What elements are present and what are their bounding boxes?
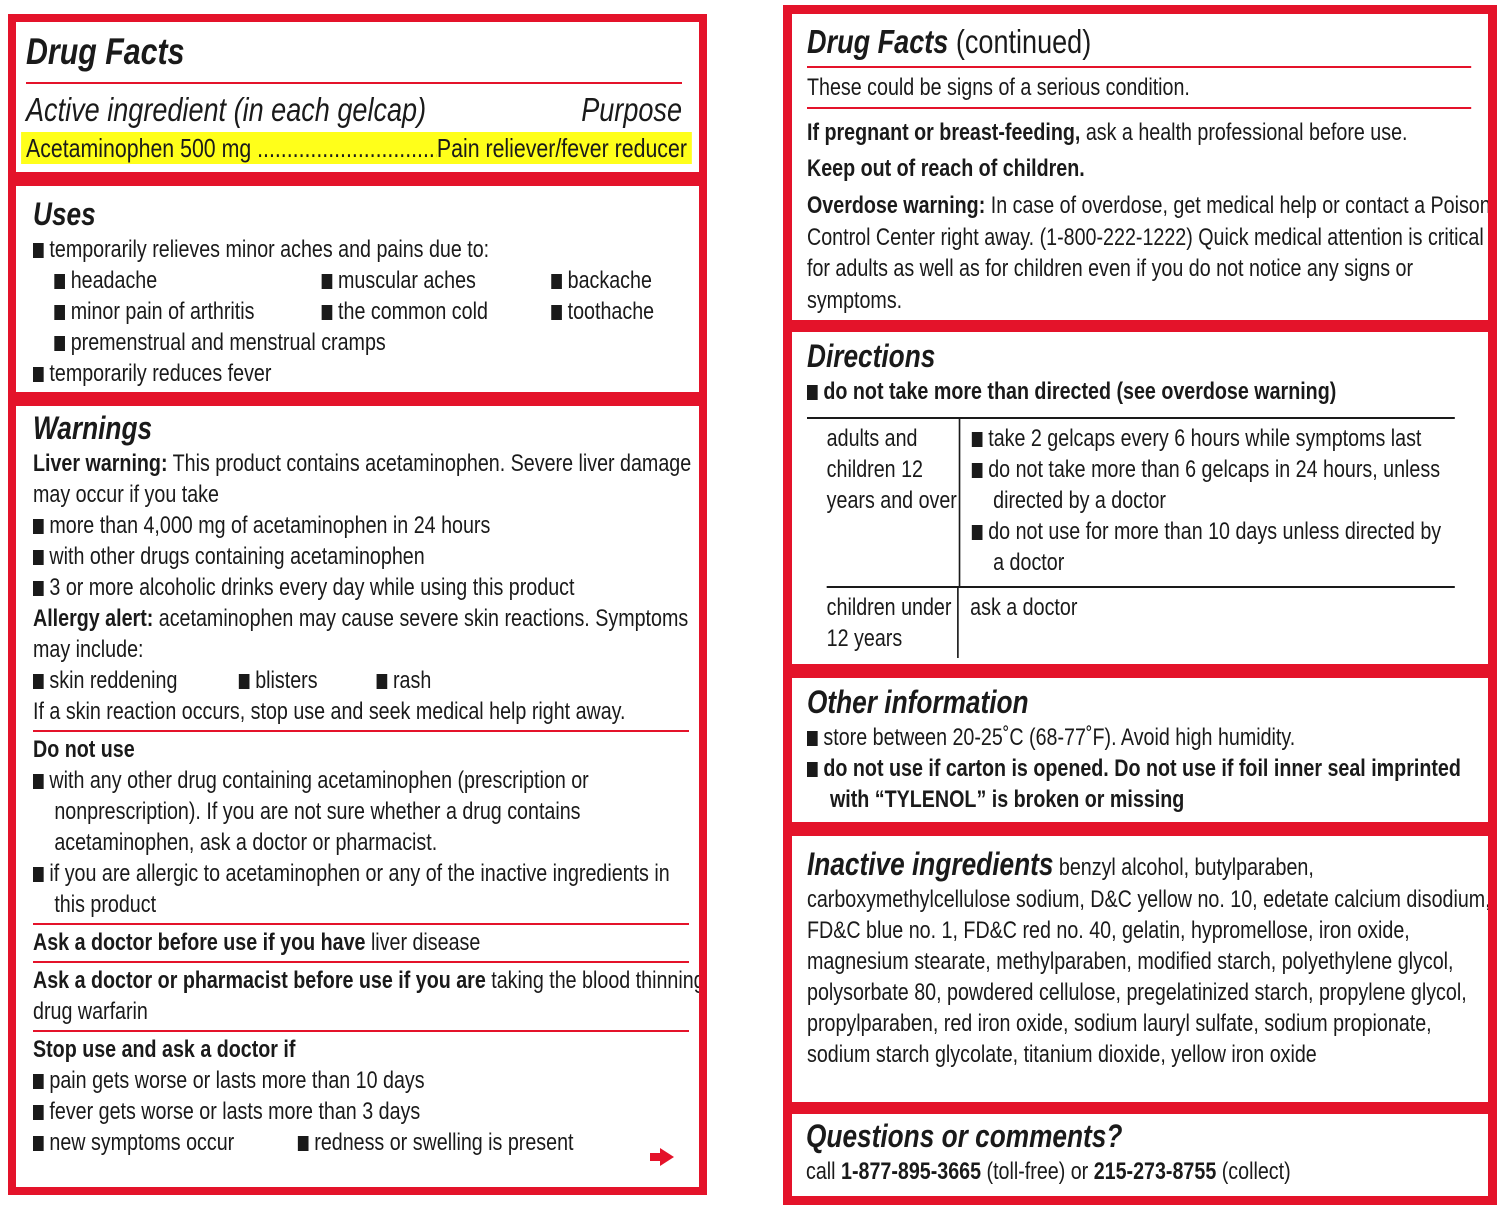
- continue-arrow-icon: [650, 1148, 674, 1166]
- drug-facts-panel-left: Drug Facts Active ingredient (in each ge…: [8, 14, 707, 1195]
- allergy-alert: Allergy alert: acetaminophen may cause s…: [33, 605, 689, 663]
- use-item: premenstrual and menstrual cramps: [70, 329, 386, 356]
- directions-age: children under 12 years: [807, 588, 959, 658]
- continued-title: Drug Facts (continued): [807, 23, 1092, 60]
- uses-section: Uses temporarily relieves minor aches an…: [16, 186, 699, 392]
- ask-doctor: Ask a doctor before use if you have live…: [33, 929, 481, 956]
- warnings-section: Warnings Liver warning: This product con…: [16, 406, 699, 1187]
- directions-heading: Directions: [807, 338, 936, 374]
- directions-intro: do not take more than directed (see over…: [823, 378, 1337, 405]
- uses-heading: Uses: [33, 196, 96, 232]
- do-not-use-item: with any other drug containing acetamino…: [49, 767, 589, 856]
- inactive-ingredients-section: Inactive ingredients benzyl alcohol, but…: [792, 836, 1488, 1102]
- directions-item: take 2 gelcaps every 6 hours while sympt…: [988, 425, 1422, 452]
- directions-age: adults and children 12 years and over: [827, 419, 961, 586]
- skin-item: blisters: [255, 667, 318, 694]
- questions-heading: Questions or comments?: [806, 1118, 1123, 1154]
- use-item: backache: [567, 267, 652, 294]
- warnings-heading: Warnings: [33, 410, 153, 446]
- serious-condition: These could be signs of a serious condit…: [807, 74, 1190, 101]
- stop-item: pain gets worse or lasts more than 10 da…: [49, 1067, 425, 1094]
- other-information-heading: Other information: [807, 684, 1029, 720]
- keep-out-of-reach: Keep out of reach of children.: [807, 155, 1085, 182]
- directions-row: children under 12 years ask a doctor: [807, 588, 1455, 658]
- use-item: toothache: [567, 298, 655, 325]
- directions-row: adults and children 12 years and over ta…: [826, 419, 1455, 588]
- use-item: muscular aches: [338, 267, 476, 294]
- ask-pharmacist: Ask a doctor or pharmacist before use if…: [33, 967, 699, 1025]
- directions-table: adults and children 12 years and over ta…: [807, 417, 1455, 658]
- directions-section: Directions do not take more than directe…: [792, 332, 1488, 664]
- other-information-section: Other information store between 20-25˚C …: [792, 678, 1488, 822]
- collect-phone-link[interactable]: 215-273-8755: [1093, 1158, 1217, 1185]
- active-ingredient-row: Acetaminophen 500 mg ...................…: [21, 132, 692, 164]
- skin-note: If a skin reaction occurs, stop use and …: [33, 698, 626, 725]
- stop-item: fever gets worse or lasts more than 3 da…: [49, 1098, 421, 1125]
- use-item: headache: [70, 267, 158, 294]
- purpose-heading: Purpose: [581, 91, 682, 128]
- active-ingredient-section: Drug Facts Active ingredient (in each ge…: [16, 22, 699, 172]
- purpose: Pain reliever/fever reducer: [436, 133, 687, 163]
- liver-item: with other drugs containing acetaminophe…: [49, 543, 425, 570]
- uses-fever: temporarily reduces fever: [49, 360, 272, 387]
- do-not-use-item: if you are allergic to acetaminophen or …: [49, 860, 670, 918]
- uses-intro: temporarily relieves minor aches and pai…: [49, 236, 490, 263]
- carton-warning: do not use if carton is opened. Do not u…: [823, 755, 1461, 813]
- stop-item: new symptoms occur: [49, 1129, 235, 1156]
- liver-warning: Liver warning: This product contains ace…: [33, 450, 692, 508]
- do-not-use-heading: Do not use: [33, 736, 135, 763]
- use-item: minor pain of arthritis: [70, 298, 255, 325]
- drug-facts-panel-right: Drug Facts (continued) These could be si…: [783, 5, 1497, 1205]
- skin-item: rash: [392, 667, 432, 694]
- tollfree-phone-link[interactable]: 1-877-895-3665: [841, 1158, 982, 1185]
- active-ingredient-heading: Active ingredient (in each gelcap): [26, 91, 427, 128]
- use-item: the common cold: [338, 298, 488, 325]
- skin-item: skin reddening: [49, 667, 178, 694]
- storage-info: store between 20-25˚C (68-77˚F). Avoid h…: [823, 724, 1296, 751]
- questions-contact: call 1-877-895-3665 (toll-free) or 215-2…: [806, 1158, 1291, 1185]
- drug-facts-title: Drug Facts: [26, 31, 185, 72]
- active-ingredient: Acetaminophen 500 mg ...................…: [26, 133, 437, 163]
- overdose-warning: Overdose warning: In case of overdose, g…: [807, 192, 1488, 314]
- directions-item: do not use for more than 10 days unless …: [988, 518, 1442, 576]
- stop-use-heading: Stop use and ask a doctor if: [33, 1036, 296, 1063]
- pregnant-warning: If pregnant or breast-feeding, ask a hea…: [807, 119, 1408, 146]
- liver-item: more than 4,000 mg of acetaminophen in 2…: [49, 512, 491, 539]
- liver-item: 3 or more alcoholic drinks every day whi…: [49, 574, 575, 601]
- stop-item: redness or swelling is present: [314, 1129, 574, 1156]
- directions-item: do not take more than 6 gelcaps in 24 ho…: [988, 456, 1441, 514]
- inactive-ingredients: Inactive ingredients benzyl alcohol, but…: [807, 846, 1488, 1068]
- continued-warnings-section: Drug Facts (continued) These could be si…: [792, 14, 1488, 320]
- directions-item: ask a doctor: [970, 594, 1078, 621]
- questions-section: Questions or comments? call 1-877-895-36…: [792, 1114, 1488, 1196]
